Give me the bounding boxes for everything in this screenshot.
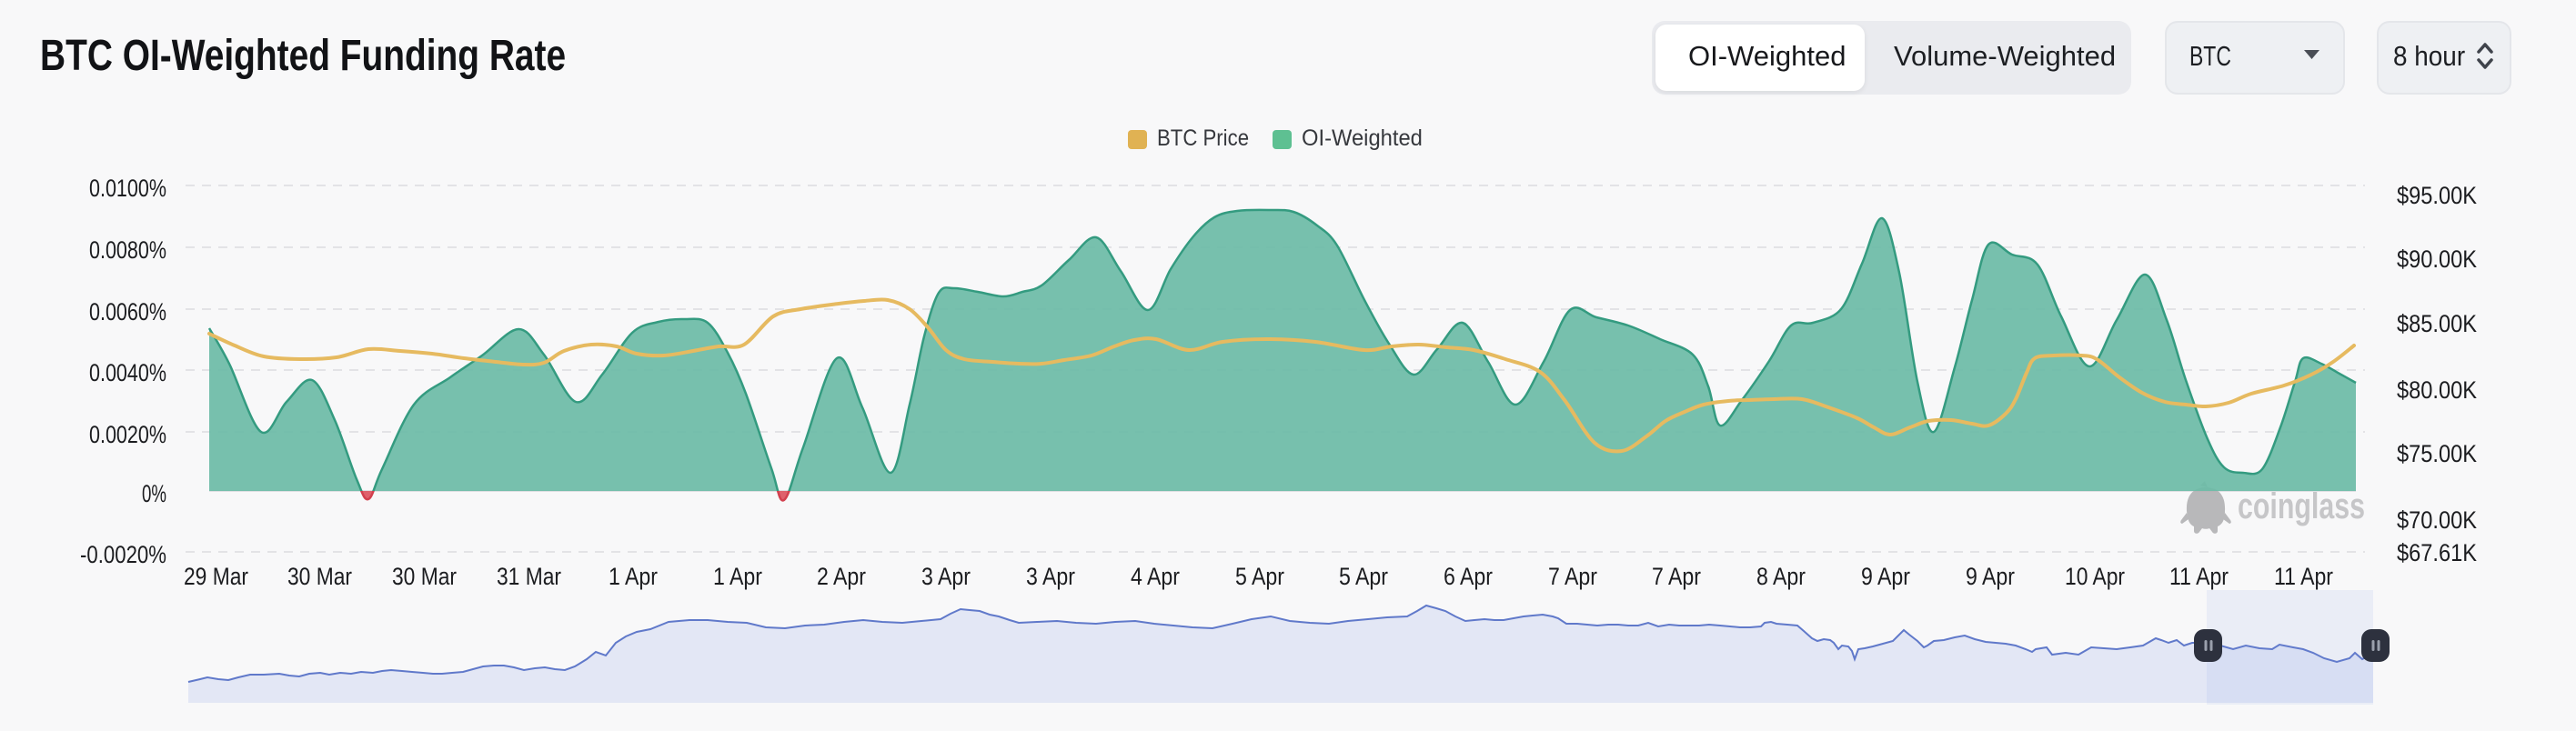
svg-text:$95.00K: $95.00K (2397, 182, 2477, 209)
svg-text:0.0060%: 0.0060% (89, 298, 166, 325)
svg-text:11 Apr: 11 Apr (2169, 563, 2229, 590)
svg-text:$90.00K: $90.00K (2397, 245, 2477, 273)
svg-text:29 Mar: 29 Mar (184, 563, 248, 590)
svg-text:10 Apr: 10 Apr (2065, 563, 2125, 590)
svg-text:9 Apr: 9 Apr (1966, 563, 2015, 590)
svg-text:30 Mar: 30 Mar (287, 563, 352, 590)
svg-text:8 Apr: 8 Apr (1756, 563, 1806, 590)
svg-text:0.0100%: 0.0100% (89, 175, 166, 202)
svg-text:7 Apr: 7 Apr (1548, 563, 1597, 590)
svg-text:0.0040%: 0.0040% (89, 359, 166, 386)
svg-text:9 Apr: 9 Apr (1861, 563, 1910, 590)
svg-text:2 Apr: 2 Apr (817, 563, 866, 590)
svg-text:31 Mar: 31 Mar (497, 563, 561, 590)
svg-text:0.0080%: 0.0080% (89, 236, 166, 264)
svg-text:0.0020%: 0.0020% (89, 421, 166, 448)
svg-text:3 Apr: 3 Apr (921, 563, 971, 590)
svg-text:30 Mar: 30 Mar (392, 563, 457, 590)
svg-text:6 Apr: 6 Apr (1444, 563, 1493, 590)
svg-text:1 Apr: 1 Apr (713, 563, 762, 590)
svg-text:4 Apr: 4 Apr (1131, 563, 1180, 590)
svg-text:3 Apr: 3 Apr (1026, 563, 1075, 590)
svg-text:5 Apr: 5 Apr (1339, 563, 1388, 590)
svg-text:1 Apr: 1 Apr (609, 563, 658, 590)
svg-text:-0.0020%: -0.0020% (80, 541, 166, 568)
svg-text:7 Apr: 7 Apr (1652, 563, 1701, 590)
svg-text:$67.61K: $67.61K (2397, 539, 2477, 566)
svg-text:$70.00K: $70.00K (2397, 506, 2477, 534)
svg-text:11 Apr: 11 Apr (2274, 563, 2333, 590)
svg-text:$75.00K: $75.00K (2397, 440, 2477, 467)
svg-text:coinglass: coinglass (2238, 486, 2365, 526)
svg-text:5 Apr: 5 Apr (1235, 563, 1284, 590)
svg-text:0%: 0% (142, 480, 166, 507)
svg-text:$80.00K: $80.00K (2397, 376, 2477, 404)
svg-text:$85.00K: $85.00K (2397, 310, 2477, 337)
